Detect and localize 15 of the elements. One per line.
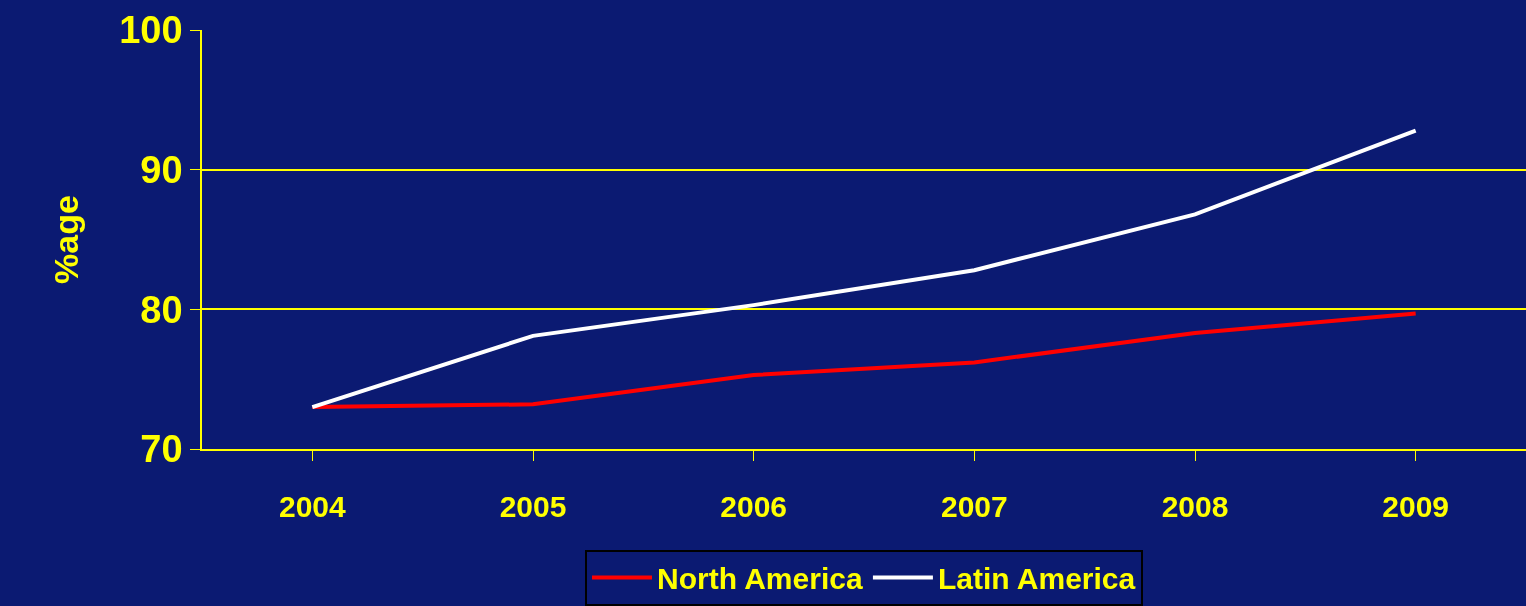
legend-label: North America (657, 562, 863, 596)
x-tick-label: 2009 (1382, 489, 1450, 523)
y-tick-label: 100 (119, 9, 183, 52)
y-tick-label: 80 (140, 288, 183, 331)
x-tick-label: 2007 (940, 489, 1008, 523)
legend-label: Latin America (937, 562, 1136, 596)
y-tick-label: 90 (140, 148, 183, 191)
x-tick-label: 2004 (278, 489, 347, 523)
x-tick-label: 2008 (1161, 489, 1229, 523)
line-series (310, 128, 1418, 410)
x-tick-label: 2005 (499, 489, 567, 523)
x-tick-label: 2006 (720, 489, 788, 523)
y-axis-title: %age (47, 195, 86, 284)
y-tick-label: 70 (140, 428, 183, 471)
line-series (310, 311, 1418, 410)
